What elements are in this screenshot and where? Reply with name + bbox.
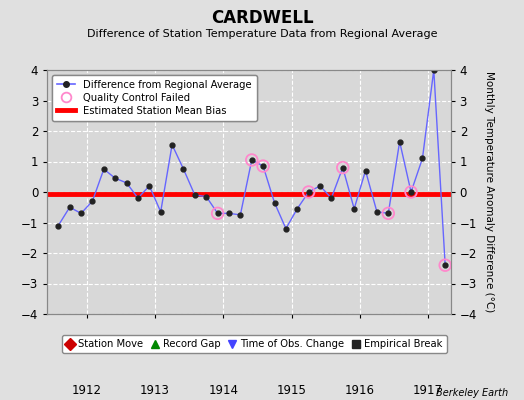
Text: 1916: 1916 (345, 384, 375, 396)
Point (259, 163, 267, 169)
Point (304, 189, 313, 195)
Text: 1915: 1915 (277, 384, 307, 396)
Point (407, 189, 415, 195)
Text: Berkeley Earth: Berkeley Earth (436, 388, 508, 398)
Text: 1912: 1912 (72, 384, 102, 396)
Legend: Difference from Regional Average, Quality Control Failed, Estimated Station Mean: Difference from Regional Average, Qualit… (52, 75, 257, 121)
Point (384, 210, 392, 216)
Text: Difference of Station Temperature Data from Regional Average: Difference of Station Temperature Data f… (87, 29, 437, 39)
Text: 1913: 1913 (140, 384, 170, 396)
Point (339, 164, 347, 171)
Text: 1917: 1917 (413, 384, 443, 396)
Point (213, 210, 222, 216)
Legend: Station Move, Record Gap, Time of Obs. Change, Empirical Break: Station Move, Record Gap, Time of Obs. C… (61, 335, 447, 353)
Y-axis label: Monthly Temperature Anomaly Difference (°C): Monthly Temperature Anomaly Difference (… (484, 71, 494, 313)
Text: 1914: 1914 (209, 384, 238, 396)
Text: CARDWELL: CARDWELL (211, 9, 313, 27)
Point (441, 262, 450, 268)
Point (247, 157, 256, 163)
